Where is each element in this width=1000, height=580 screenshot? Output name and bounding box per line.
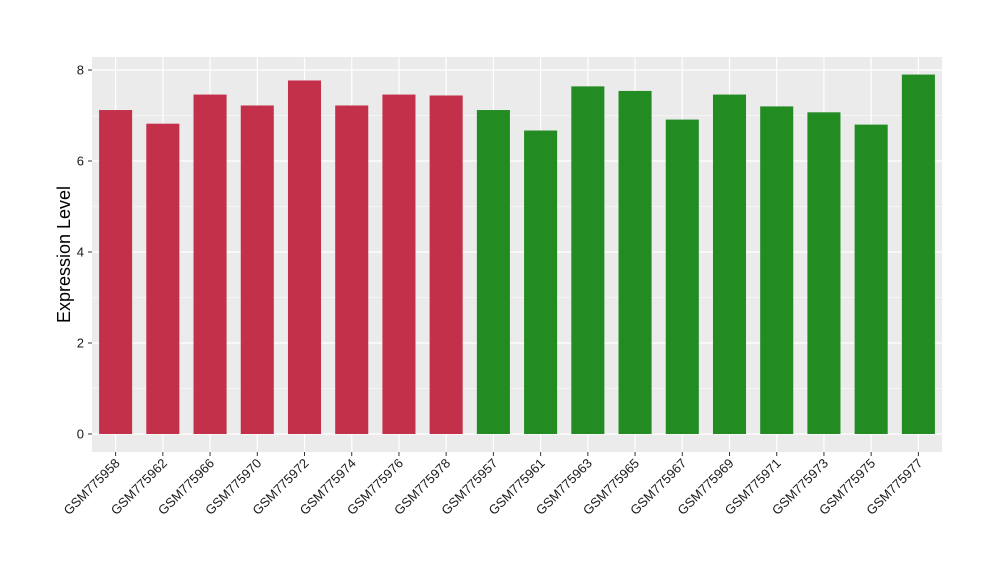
bar-GSM775971 [760, 106, 794, 435]
y-axis-title: Expression Level [54, 186, 74, 323]
bar-GSM775966 [193, 94, 227, 434]
y-tick-label: 4 [77, 245, 84, 260]
y-tick-label: 0 [77, 427, 84, 442]
bar-GSM775976 [382, 94, 416, 434]
bar-GSM775972 [287, 80, 322, 434]
bar-GSM775970 [240, 105, 274, 435]
y-axis: 0 2 4 6 8 [77, 63, 92, 442]
bar-GSM775958 [99, 110, 133, 434]
bar-GSM775974 [335, 105, 369, 435]
y-tick-label: 2 [77, 336, 84, 351]
bar-GSM775961 [524, 130, 558, 434]
bar-GSM775978 [429, 95, 463, 434]
bar-GSM775977 [901, 74, 935, 435]
bar-GSM775965 [618, 90, 652, 435]
bar-GSM775973 [807, 112, 841, 434]
bar-GSM775957 [476, 110, 510, 434]
bar-GSM775967 [665, 119, 699, 434]
bar-GSM775963 [571, 86, 605, 434]
y-tick-label: 6 [77, 154, 84, 169]
bar-GSM775975 [854, 124, 888, 434]
bars [99, 74, 935, 435]
x-axis: GSM775958GSM775962GSM775966GSM775970GSM7… [61, 452, 926, 518]
bar-GSM775969 [712, 94, 747, 434]
y-tick-label: 8 [77, 63, 84, 78]
plot-panel [92, 57, 942, 452]
bar-GSM775962 [146, 123, 180, 434]
